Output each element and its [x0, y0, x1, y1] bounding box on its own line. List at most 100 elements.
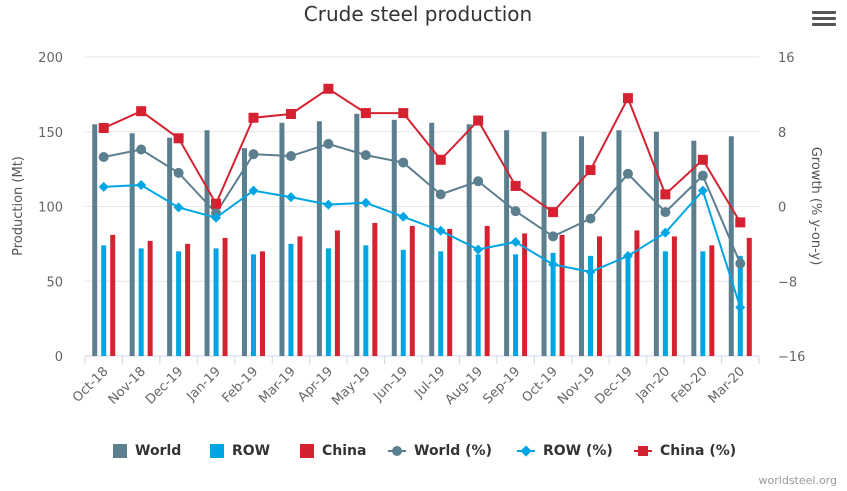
point-world [248, 149, 259, 160]
point-row [248, 185, 259, 196]
point-china [398, 108, 409, 119]
point-china [136, 106, 147, 117]
bar-row [588, 255, 593, 356]
legend-item-row[interactable]: ROW (%) [517, 440, 613, 462]
bar-china [634, 230, 640, 356]
point-world [285, 151, 296, 162]
x-axis: Oct-18Nov-18Dec-19Jan-19Feb-19Mar-19Apr-… [70, 356, 760, 409]
point-row [360, 197, 371, 208]
legend-item-world[interactable]: World [113, 440, 181, 462]
point-row [622, 251, 633, 262]
x-tick-label: Jan-20 [633, 364, 674, 405]
point-world [435, 189, 446, 200]
bar-world [391, 119, 397, 356]
line-series [98, 83, 746, 313]
x-tick-label: Aug-19 [442, 364, 486, 408]
bar-china [559, 234, 565, 356]
bar-row [438, 251, 444, 356]
bar-world [92, 124, 98, 357]
bar-world [242, 148, 247, 356]
point-china [323, 83, 334, 94]
bar-row [700, 251, 706, 356]
bar-row [325, 248, 331, 356]
point-world [548, 231, 559, 242]
legend-symbol-china [634, 444, 652, 458]
bar-china [222, 237, 228, 356]
bar-world [279, 122, 285, 356]
bar-row [213, 248, 219, 356]
legend-label-china: China (%) [660, 443, 737, 459]
y-axis-label-left: Production (Mt) [11, 156, 26, 256]
bar-series [92, 113, 752, 357]
bar-china [709, 245, 715, 356]
point-world [473, 176, 484, 187]
point-world [735, 258, 746, 269]
bar-china [409, 225, 415, 356]
point-china [660, 189, 671, 200]
point-china [622, 93, 633, 104]
point-world [173, 167, 184, 178]
point-world [398, 157, 409, 168]
legend-symbol-world [388, 444, 406, 458]
bar-china [185, 243, 191, 356]
point-world [360, 150, 371, 161]
y-tick-label-right: 0 [778, 201, 786, 216]
point-row [435, 225, 446, 236]
point-world [622, 168, 633, 179]
point-china [473, 115, 484, 126]
bar-world [129, 133, 135, 356]
legend-symbol-row [517, 444, 535, 458]
point-row [735, 302, 746, 313]
point-world [98, 151, 109, 162]
x-tick-label: Sep-19 [480, 364, 523, 407]
bar-world [691, 140, 697, 356]
bar-world [429, 122, 435, 356]
point-china [697, 154, 708, 165]
point-china [735, 217, 746, 228]
bar-china [597, 236, 602, 356]
legend-symbol-world [113, 444, 127, 458]
bar-china [671, 236, 677, 356]
legend-item-china[interactable]: China [300, 440, 366, 462]
point-row [98, 181, 109, 192]
y-tick-label-left: 100 [38, 201, 63, 216]
line-row [103, 183, 742, 308]
point-china [173, 133, 184, 144]
x-tick-label: Dec-19 [143, 364, 186, 407]
legend-item-row[interactable]: ROW [210, 440, 270, 462]
point-row [173, 202, 184, 213]
legend-label-row: ROW (%) [543, 443, 613, 459]
legend-item-world[interactable]: World (%) [388, 440, 492, 462]
legend: World ROW China World (%) ROW (%) China (%) [0, 440, 847, 464]
bar-world [204, 130, 210, 356]
point-china [360, 108, 371, 119]
y-tick-label-right: 16 [778, 51, 795, 66]
point-row [697, 185, 708, 196]
point-china [248, 112, 259, 123]
legend-symbol-row [210, 444, 224, 458]
x-tick-label: Nov-18 [106, 364, 149, 407]
x-tick-label: Nov-19 [555, 364, 598, 407]
legend-label-china: China [322, 443, 367, 459]
bar-world [616, 130, 622, 356]
point-china [548, 207, 559, 218]
point-row [473, 244, 484, 255]
y-tick-label-left: 50 [46, 275, 63, 290]
hamburger-menu-icon[interactable] [812, 8, 836, 30]
bar-row [625, 255, 631, 356]
bar-world [466, 124, 472, 357]
point-row [323, 199, 334, 210]
point-row [510, 237, 521, 248]
bar-world [167, 137, 173, 356]
bar-china [334, 230, 340, 356]
bar-world [354, 113, 360, 356]
point-china [211, 198, 222, 209]
x-tick-label: Mar-20 [706, 364, 748, 406]
y-axis-label-right: Growth (% y-on-y) [808, 147, 823, 266]
legend-item-china[interactable]: China (%) [634, 440, 736, 462]
credit-text[interactable]: worldsteel.org [758, 474, 837, 487]
y-tick-label-right: −16 [778, 350, 805, 365]
point-china [510, 180, 521, 191]
point-world [510, 206, 521, 217]
